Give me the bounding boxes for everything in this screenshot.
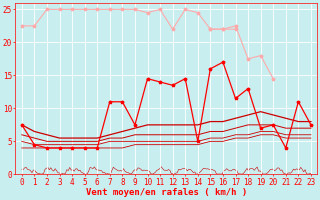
X-axis label: Vent moyen/en rafales ( km/h ): Vent moyen/en rafales ( km/h ) — [86, 188, 247, 197]
